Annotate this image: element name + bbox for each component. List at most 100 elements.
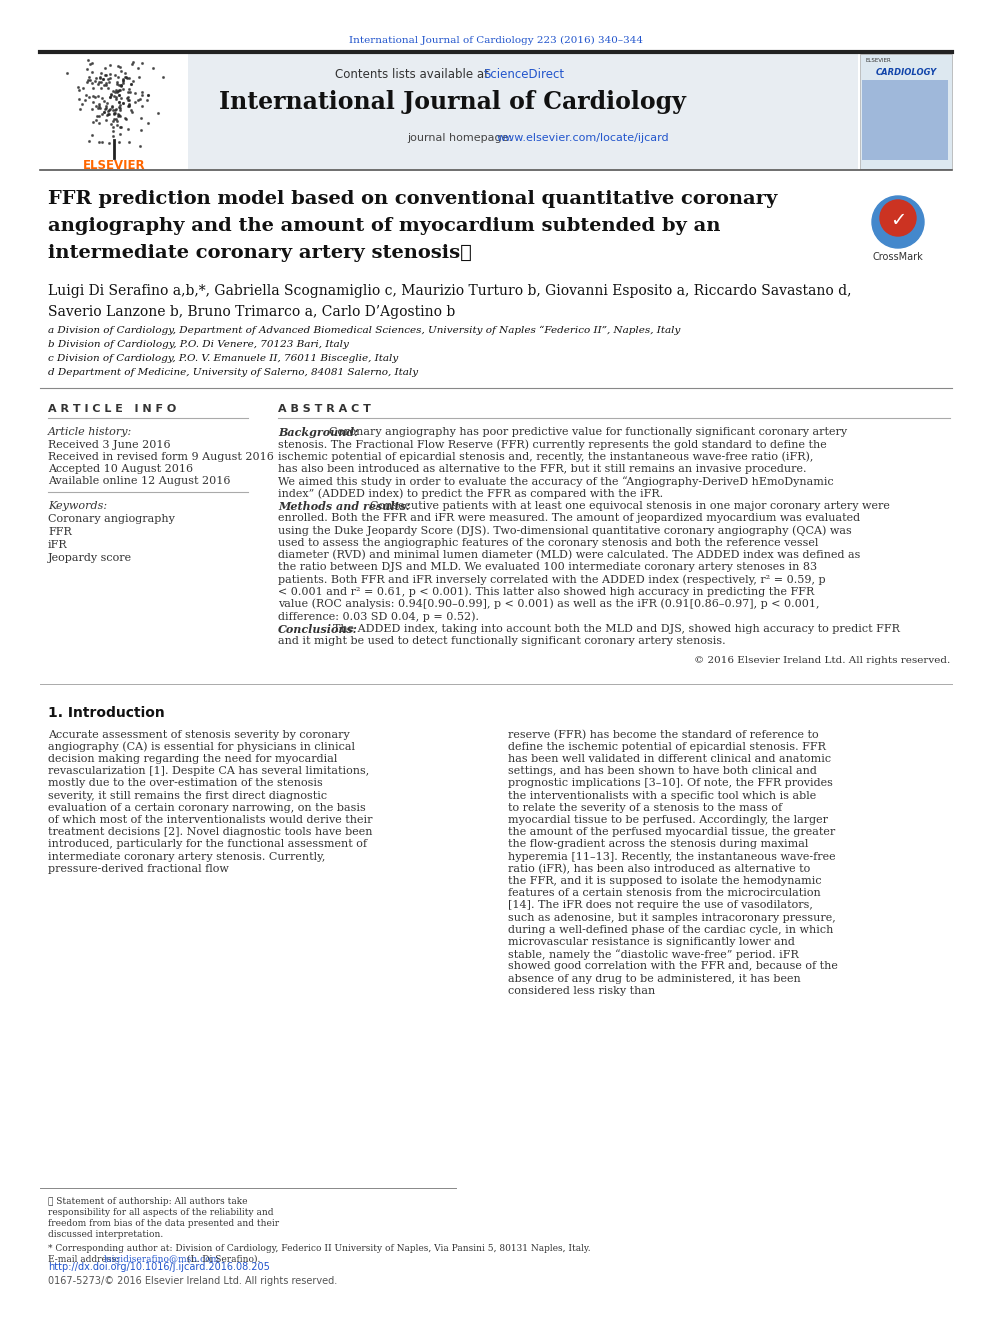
Text: freedom from bias of the data presented and their: freedom from bias of the data presented … — [48, 1218, 279, 1228]
Point — [83, 53, 99, 74]
Point — [74, 94, 90, 115]
Point — [106, 86, 122, 107]
Text: ✓: ✓ — [890, 210, 906, 229]
Point — [120, 86, 136, 107]
Text: ischemic potential of epicardial stenosis and, recently, the instantaneous wave-: ischemic potential of epicardial stenosi… — [278, 451, 813, 462]
Text: Background:: Background: — [278, 427, 358, 438]
Point — [140, 89, 156, 110]
Bar — [862, 79, 948, 160]
Point — [100, 77, 116, 98]
Text: We aimed this study in order to evaluate the accuracy of the “Angiography-Derive: We aimed this study in order to evaluate… — [278, 476, 833, 487]
Text: International Journal of Cardiology 223 (2016) 340–344: International Journal of Cardiology 223 … — [349, 36, 643, 45]
Point — [118, 66, 134, 87]
Text: 0167-5273/© 2016 Elsevier Ireland Ltd. All rights reserved.: 0167-5273/© 2016 Elsevier Ireland Ltd. A… — [48, 1275, 337, 1286]
Point — [146, 58, 162, 79]
Point — [59, 62, 74, 83]
Point — [101, 86, 117, 107]
Point — [121, 95, 137, 116]
Point — [105, 126, 121, 147]
Point — [111, 97, 127, 118]
Text: b Division of Cardiology, P.O. Di Venere, 70123 Bari, Italy: b Division of Cardiology, P.O. Di Venere… — [48, 340, 349, 349]
Point — [110, 56, 126, 77]
Point — [95, 69, 111, 90]
Point — [121, 79, 137, 101]
Point — [88, 95, 104, 116]
Point — [121, 94, 137, 115]
Point — [130, 90, 146, 111]
Text: 1. Introduction: 1. Introduction — [48, 705, 165, 720]
Text: E-mail address:: E-mail address: — [48, 1256, 122, 1263]
Point — [98, 74, 114, 95]
Point — [88, 67, 104, 89]
Point — [119, 87, 135, 108]
Text: index” (ADDED index) to predict the FFR as compared with the iFR.: index” (ADDED index) to predict the FFR … — [278, 488, 663, 499]
Point — [119, 67, 135, 89]
Point — [117, 107, 133, 128]
Text: d Department of Medicine, University of Salerno, 84081 Salerno, Italy: d Department of Medicine, University of … — [48, 368, 418, 377]
Text: (L. Di Serafino).: (L. Di Serafino). — [185, 1256, 261, 1263]
Point — [123, 74, 139, 95]
Text: prognostic implications [3–10]. Of note, the FFR provides: prognostic implications [3–10]. Of note,… — [508, 778, 833, 789]
Point — [102, 87, 118, 108]
Point — [83, 124, 99, 146]
Text: < 0.001 and r² = 0.61, p < 0.001). This latter also showed high accuracy in pred: < 0.001 and r² = 0.61, p < 0.001). This … — [278, 586, 814, 597]
Point — [113, 74, 129, 95]
Text: Received in revised form 9 August 2016: Received in revised form 9 August 2016 — [48, 452, 274, 462]
Point — [103, 83, 119, 105]
Text: Saverio Lanzone b, Bruno Trimarco a, Carlo D’Agostino b: Saverio Lanzone b, Bruno Trimarco a, Car… — [48, 306, 455, 319]
Point — [97, 98, 113, 119]
Text: to relate the severity of a stenosis to the mass of: to relate the severity of a stenosis to … — [508, 803, 782, 812]
Point — [94, 103, 110, 124]
Point — [111, 83, 127, 105]
Text: [14]. The iFR does not require the use of vasodilators,: [14]. The iFR does not require the use o… — [508, 901, 812, 910]
Point — [112, 116, 128, 138]
Point — [107, 89, 123, 110]
Point — [110, 66, 126, 87]
Text: considered less risky than: considered less risky than — [508, 986, 656, 996]
Text: the ratio between DJS and MLD. We evaluated 100 intermediate coronary artery ste: the ratio between DJS and MLD. We evalua… — [278, 562, 817, 573]
Text: used to assess the angiographic features of the coronary stenosis and both the r: used to assess the angiographic features… — [278, 538, 818, 548]
Point — [77, 90, 93, 111]
Text: revascularization [1]. Despite CA has several limitations,: revascularization [1]. Despite CA has se… — [48, 766, 369, 777]
Text: Accurate assessment of stenosis severity by coronary: Accurate assessment of stenosis severity… — [48, 729, 350, 740]
Point — [115, 73, 131, 94]
Text: ELSEVIER: ELSEVIER — [866, 58, 892, 64]
Point — [112, 123, 128, 144]
Point — [133, 135, 149, 156]
Text: luigidiserafino@msn.com: luigidiserafino@msn.com — [104, 1256, 220, 1263]
Text: the flow-gradient across the stenosis during maximal: the flow-gradient across the stenosis du… — [508, 839, 808, 849]
Text: hyperemia [11–13]. Recently, the instantaneous wave-free: hyperemia [11–13]. Recently, the instant… — [508, 852, 835, 861]
Text: Conclusions:: Conclusions: — [278, 624, 358, 635]
Text: The ADDED index, taking into account both the MLD and DJS, showed high accuracy : The ADDED index, taking into account bot… — [333, 624, 900, 634]
Point — [96, 102, 112, 123]
Text: showed good correlation with the FFR and, because of the: showed good correlation with the FFR and… — [508, 962, 838, 971]
Point — [105, 79, 121, 101]
Text: diameter (RVD) and minimal lumen diameter (MLD) were calculated. The ADDED index: diameter (RVD) and minimal lumen diamete… — [278, 550, 860, 561]
Point — [106, 103, 122, 124]
Point — [108, 79, 124, 101]
Point — [100, 71, 116, 93]
Text: evaluation of a certain coronary narrowing, on the basis: evaluation of a certain coronary narrowi… — [48, 803, 366, 812]
Point — [97, 110, 113, 131]
Text: stable, namely the “diastolic wave-free” period. iFR: stable, namely the “diastolic wave-free”… — [508, 949, 799, 960]
Point — [120, 95, 136, 116]
Text: the interventionalists with a specific tool which is able: the interventionalists with a specific t… — [508, 791, 816, 800]
Text: difference: 0.03 SD 0.04, p = 0.52).: difference: 0.03 SD 0.04, p = 0.52). — [278, 611, 479, 622]
Text: such as adenosine, but it samples intracoronary pressure,: such as adenosine, but it samples intrac… — [508, 913, 835, 922]
Point — [121, 67, 137, 89]
Point — [99, 105, 115, 126]
Point — [108, 98, 124, 119]
Point — [124, 53, 140, 74]
Point — [84, 62, 100, 83]
Text: FFR prediction model based on conventional quantitative coronary: FFR prediction model based on convention… — [48, 191, 778, 208]
Point — [123, 99, 139, 120]
Point — [113, 87, 129, 108]
Point — [82, 53, 98, 74]
Point — [151, 102, 167, 123]
Text: and it might be used to detect functionally significant coronary artery stenosis: and it might be used to detect functiona… — [278, 636, 725, 647]
Point — [111, 85, 127, 106]
Point — [117, 62, 133, 83]
Text: patients. Both FFR and iFR inversely correlated with the ADDED index (respective: patients. Both FFR and iFR inversely cor… — [278, 574, 825, 585]
Text: iFR: iFR — [48, 540, 67, 550]
Point — [113, 61, 129, 82]
